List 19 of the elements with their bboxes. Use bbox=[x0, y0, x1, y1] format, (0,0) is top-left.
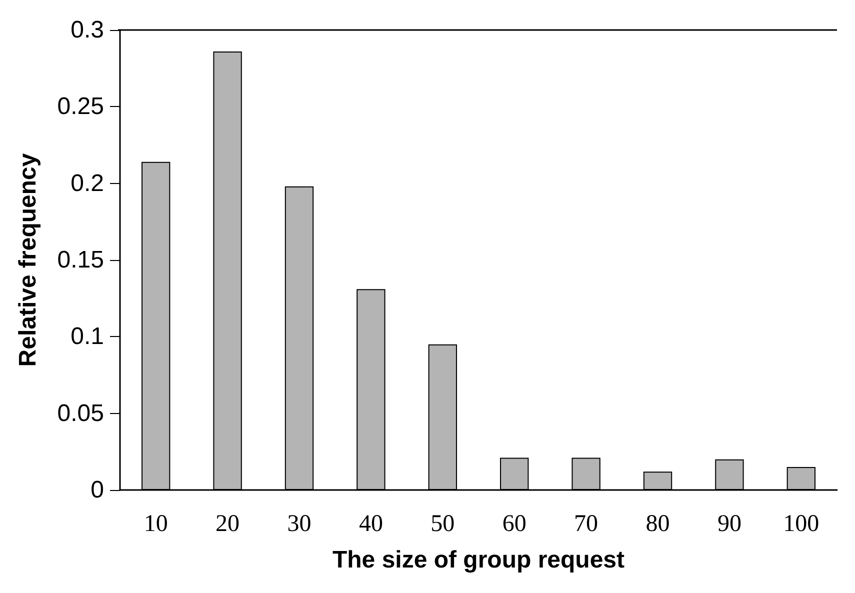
y-tick-label: 0.15 bbox=[57, 246, 104, 274]
x-tick-label: 70 bbox=[574, 511, 598, 537]
x-tick-label: 30 bbox=[287, 511, 312, 537]
x-axis-title: The size of group request bbox=[332, 546, 625, 574]
x-tick-label: 90 bbox=[717, 511, 742, 537]
x-tick-label: 50 bbox=[430, 511, 455, 537]
x-tick-label: 80 bbox=[646, 511, 670, 537]
x-tick-label: 100 bbox=[783, 511, 820, 537]
y-axis-title: Relative frequency bbox=[14, 152, 42, 367]
x-tick-label: 20 bbox=[216, 511, 240, 537]
x-tick-label: 10 bbox=[144, 511, 168, 537]
y-tick-label: 0.1 bbox=[70, 323, 104, 350]
y-tick-label: 0.25 bbox=[57, 93, 104, 120]
y-tick-label: 0 bbox=[90, 476, 104, 504]
y-tick-label: 0.3 bbox=[70, 16, 104, 44]
x-tick-label: 40 bbox=[358, 511, 383, 537]
y-tick-label: 0.05 bbox=[57, 400, 104, 427]
x-tick-label: 60 bbox=[502, 511, 526, 537]
y-tick-label: 0.2 bbox=[70, 170, 104, 197]
